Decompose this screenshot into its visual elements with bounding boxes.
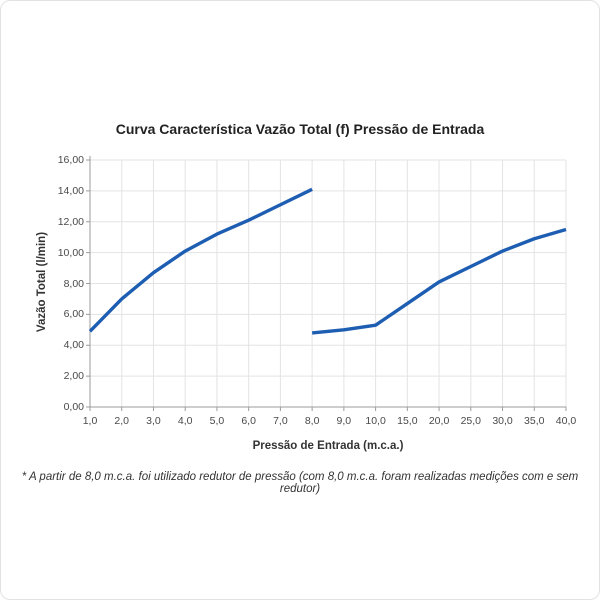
x-tick-label: 7,0 <box>273 415 288 427</box>
x-tick-label: 10,0 <box>365 415 386 427</box>
x-tick-label: 8,0 <box>304 415 320 427</box>
x-tick-label: 4,0 <box>177 415 193 427</box>
x-tick-label: 1,0 <box>82 415 98 427</box>
x-tick-label: 15,0 <box>397 415 418 427</box>
x-tick-label: 9,0 <box>336 415 352 427</box>
y-tick-label: 14,00 <box>57 184 84 197</box>
x-tick-label: 2,0 <box>114 415 130 427</box>
x-tick-label: 25,0 <box>460 415 482 427</box>
chart-title: Curva Característica Vazão Total (f) Pre… <box>115 121 485 137</box>
y-tick-label: 2,00 <box>63 370 84 383</box>
x-tick-label: 35,0 <box>524 415 545 427</box>
x-tick-label: 30,0 <box>492 415 513 427</box>
data-line-segmento-2-com-redutor <box>311 227 567 335</box>
y-tick-label: 12,00 <box>57 215 84 228</box>
chart-footnote: * A partir de 8,0 m.c.a. foi utilizado r… <box>21 471 579 495</box>
y-tick-label: 8,00 <box>63 277 84 290</box>
x-tick-label: 3,0 <box>146 415 161 427</box>
y-tick-label: 6,00 <box>63 308 84 321</box>
y-tick-label: 16,00 <box>57 154 84 166</box>
y-tick-label: 4,00 <box>63 339 84 352</box>
x-tick-label: 6,0 <box>241 415 256 427</box>
x-tick-label: 5,0 <box>209 415 225 427</box>
x-tick-label: 20,0 <box>428 415 450 427</box>
data-line-segmento-1-ate-8-mca <box>88 187 313 333</box>
x-axis-title: Pressão de Entrada (m.c.a.) <box>252 440 404 452</box>
x-tick-label: 40,0 <box>555 415 577 427</box>
y-tick-label: 0,00 <box>63 401 84 413</box>
y-tick-label: 10,00 <box>57 246 84 259</box>
